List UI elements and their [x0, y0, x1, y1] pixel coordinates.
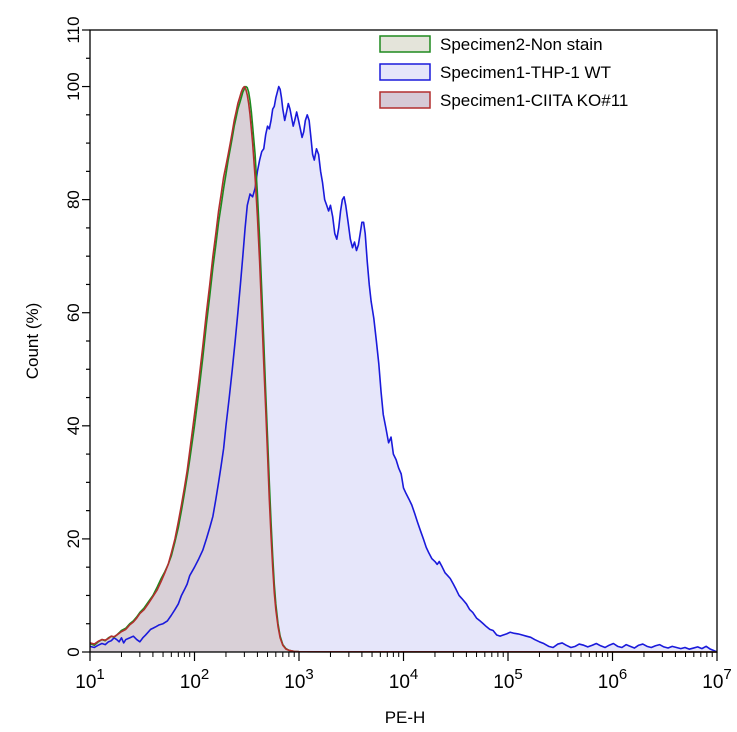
x-tick-label: 104 — [389, 666, 418, 693]
y-tick-label: 110 — [64, 16, 83, 43]
x-tick-label: 107 — [702, 666, 731, 693]
x-tick-label: 102 — [180, 666, 209, 693]
y-tick-label: 0 — [64, 647, 83, 656]
series-line-2 — [89, 85, 718, 653]
y-tick-label: 80 — [64, 190, 83, 209]
x-axis: 101 102 103 104 105 106 107 — [75, 652, 732, 693]
y-axis-label: Count (%) — [23, 303, 42, 380]
x-tick-label: 105 — [493, 666, 522, 693]
legend-swatch-1 — [379, 63, 431, 81]
x-tick-label: 101 — [75, 666, 104, 693]
series-line-1 — [89, 85, 718, 653]
series-layer — [89, 85, 718, 653]
legend-label-2: Specimen1-CIITA KO#11 — [440, 91, 628, 110]
y-tick-label: 40 — [64, 416, 83, 435]
x-tick-label: 103 — [284, 666, 313, 693]
series-fill-2 — [90, 86, 717, 653]
x-tick-label: 106 — [598, 666, 627, 693]
y-tick-label: 100 — [64, 72, 83, 100]
y-tick-label: 60 — [64, 303, 83, 322]
legend: Specimen2-Non stain Specimen1-THP-1 WT Spe… — [379, 35, 628, 110]
legend-swatch-2 — [379, 91, 431, 109]
x-axis-label: PE-H — [385, 708, 426, 727]
legend-label-0: Specimen2-Non stain — [440, 35, 603, 54]
y-tick-label: 20 — [64, 529, 83, 548]
legend-swatch-0 — [379, 35, 431, 53]
y-axis: 0 20 40 60 80 100 110 — [64, 16, 90, 657]
legend-label-1: Specimen1-THP-1 WT — [440, 63, 611, 82]
